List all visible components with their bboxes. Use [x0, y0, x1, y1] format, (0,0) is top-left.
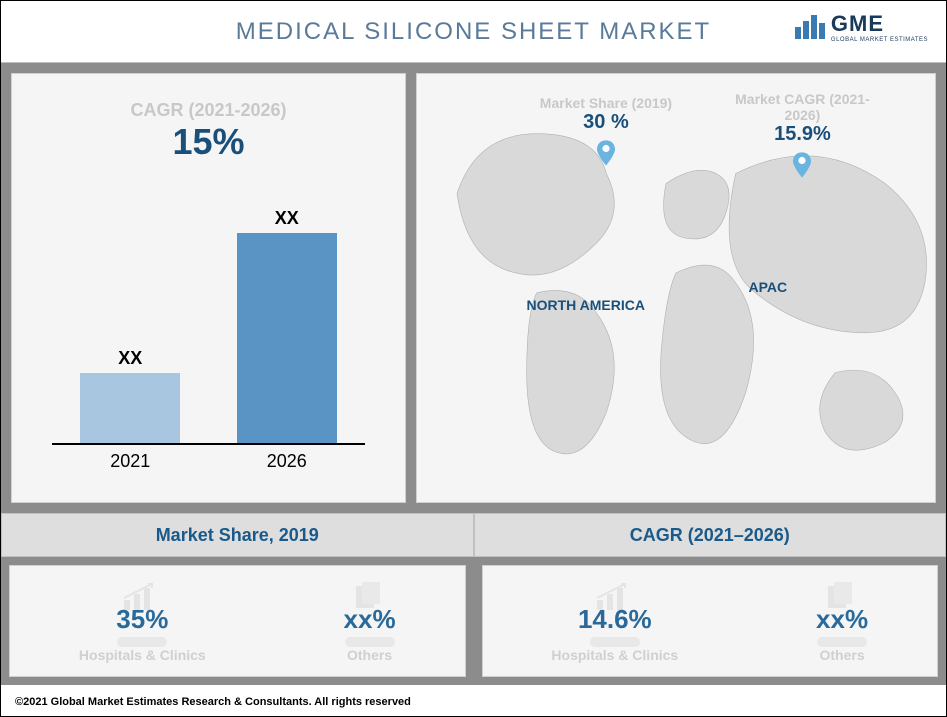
map-annotation-na: Market Share (2019) 30 % — [531, 95, 681, 171]
bars-growth-icon — [595, 580, 635, 612]
map-panel: Market Share (2019) 30 % NORTH AMERICA M… — [416, 73, 936, 503]
stat-hospitals-share: 35% Hospitals & Clinics — [79, 580, 206, 663]
page-title: MEDICAL SILICONE SHEET MARKET — [236, 18, 711, 46]
stat-underline — [345, 637, 395, 647]
sub-header-row: Market Share, 2019 CAGR (2021–2026) — [1, 513, 946, 557]
bar-2021: XX — [70, 348, 190, 443]
annot-label: Market CAGR (2021-2026) — [717, 91, 887, 123]
bar-2026: XX — [227, 208, 347, 443]
bottom-right-cell: 14.6% Hospitals & Clinics xx% Others — [482, 565, 939, 677]
annot-value: 30 % — [531, 111, 681, 134]
stat-others-share: xx% Others — [344, 580, 396, 663]
logo-text: GME — [831, 11, 928, 37]
bar-chart: XX XX — [42, 183, 375, 443]
logo-subtext: GLOBAL MARKET ESTIMATES — [831, 37, 928, 43]
bar-chart-panel: CAGR (2021-2026) 15% XX XX 2021 2026 — [11, 73, 406, 503]
bar-rect — [237, 233, 337, 443]
stat-underline — [590, 637, 640, 647]
bar-value-label: XX — [118, 348, 142, 369]
sub-header-left: Market Share, 2019 — [1, 513, 474, 557]
stat-label: Others — [347, 647, 392, 663]
sub-header-right: CAGR (2021–2026) — [474, 513, 947, 557]
documents-icon — [822, 580, 862, 612]
stat-underline — [117, 637, 167, 647]
logo: GME GLOBAL MARKET ESTIMATES — [795, 11, 928, 43]
map-pin-icon — [597, 140, 615, 166]
bottom-left-cell: 35% Hospitals & Clinics xx% Others — [9, 565, 466, 677]
bars-growth-icon — [122, 580, 162, 612]
stat-label: Hospitals & Clinics — [551, 647, 678, 663]
x-axis-labels: 2021 2026 — [42, 445, 375, 472]
map-annotation-apac: Market CAGR (2021-2026) 15.9% — [717, 91, 887, 183]
stat-label: Hospitals & Clinics — [79, 647, 206, 663]
annot-label: Market Share (2019) — [531, 95, 681, 111]
stat-others-cagr: xx% Others — [816, 580, 868, 663]
region-label-na: NORTH AMERICA — [526, 297, 646, 313]
header: MEDICAL SILICONE SHEET MARKET GME GLOBAL… — [1, 1, 946, 63]
annot-value: 15.9% — [717, 123, 887, 146]
stat-underline — [817, 637, 867, 647]
main-row: CAGR (2021-2026) 15% XX XX 2021 2026 — [1, 63, 946, 513]
bottom-stats-row: 35% Hospitals & Clinics xx% Others 14.6%… — [1, 557, 946, 685]
cagr-value: 15% — [42, 121, 375, 163]
cagr-period-label: CAGR (2021-2026) — [42, 100, 375, 121]
copyright: ©2021 Global Market Estimates Research &… — [11, 694, 415, 710]
stat-hospitals-cagr: 14.6% Hospitals & Clinics — [551, 580, 678, 663]
bar-rect — [80, 373, 180, 443]
x-label: 2026 — [227, 451, 347, 472]
stat-label: Others — [819, 647, 864, 663]
logo-bars-icon — [795, 15, 825, 39]
bar-value-label: XX — [275, 208, 299, 229]
region-label-apac: APAC — [728, 279, 808, 295]
documents-icon — [350, 580, 390, 612]
x-label: 2021 — [70, 451, 190, 472]
map-pin-icon — [793, 152, 811, 178]
